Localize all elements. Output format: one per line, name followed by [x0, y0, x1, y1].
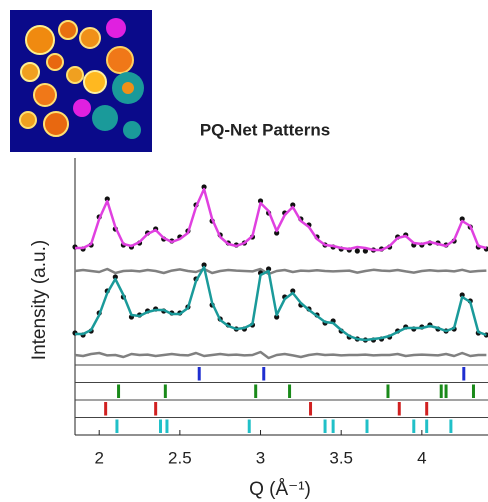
- inset-grain: [20, 62, 40, 82]
- inset-grain: [33, 83, 57, 107]
- data-point: [274, 230, 280, 236]
- series-line: [74, 350, 487, 360]
- x-tick-label: 4: [417, 448, 426, 467]
- data-point: [459, 216, 465, 222]
- data-point: [290, 202, 296, 208]
- data-point: [112, 274, 118, 280]
- series-line: [74, 267, 487, 276]
- x-tick-label: 3.5: [329, 448, 353, 467]
- inset-image: [10, 10, 152, 152]
- data-point: [257, 198, 264, 204]
- inset-grain: [19, 111, 37, 129]
- inset-grain: [58, 20, 78, 40]
- data-point: [354, 248, 360, 254]
- x-axis-label: Q (Å⁻¹): [249, 479, 311, 500]
- x-tick-label: 2.5: [168, 448, 192, 467]
- inset-grain: [46, 53, 64, 71]
- inset-grain: [79, 27, 101, 49]
- inset-grain: [106, 18, 126, 38]
- inset-grain: [73, 99, 91, 117]
- inset-grain: [83, 70, 107, 94]
- inset-grain: [122, 82, 134, 94]
- chart-title: PQ-Net Patterns: [200, 120, 330, 139]
- data-point: [459, 292, 465, 298]
- data-point: [104, 196, 110, 202]
- x-tick-label: 3: [256, 448, 265, 467]
- inset-grain: [92, 105, 118, 131]
- data-point: [274, 314, 280, 320]
- data-point: [201, 184, 207, 190]
- data-point: [290, 288, 296, 294]
- data-point: [362, 248, 368, 254]
- inset-grain: [25, 25, 55, 55]
- series-line: [75, 187, 487, 252]
- inset-grain: [106, 46, 134, 74]
- series-line: [75, 265, 487, 342]
- x-tick-label: 2: [94, 448, 103, 467]
- inset-grain: [43, 111, 69, 137]
- y-axis-label: Intensity (a.u.): [29, 240, 50, 360]
- inset-grain: [66, 66, 84, 84]
- inset-grain: [123, 121, 141, 139]
- data-point: [201, 262, 207, 268]
